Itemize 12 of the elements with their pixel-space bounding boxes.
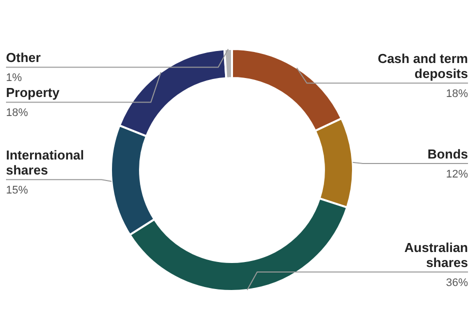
slice-label: Australian shares — [404, 240, 468, 270]
slice-label: Property — [6, 85, 60, 100]
slice-label: Other — [6, 50, 41, 66]
data-label: 15% — [6, 184, 28, 197]
data-label: 12% — [446, 168, 468, 181]
data-label: 1% — [6, 72, 22, 84]
slice-label: Cash and term deposits — [378, 51, 468, 82]
slice-label: Bonds — [428, 146, 468, 162]
slice-label: International shares — [6, 148, 84, 178]
data-label: 18% — [6, 107, 28, 120]
data-label: 36% — [446, 277, 468, 290]
data-label: 18% — [446, 88, 468, 100]
